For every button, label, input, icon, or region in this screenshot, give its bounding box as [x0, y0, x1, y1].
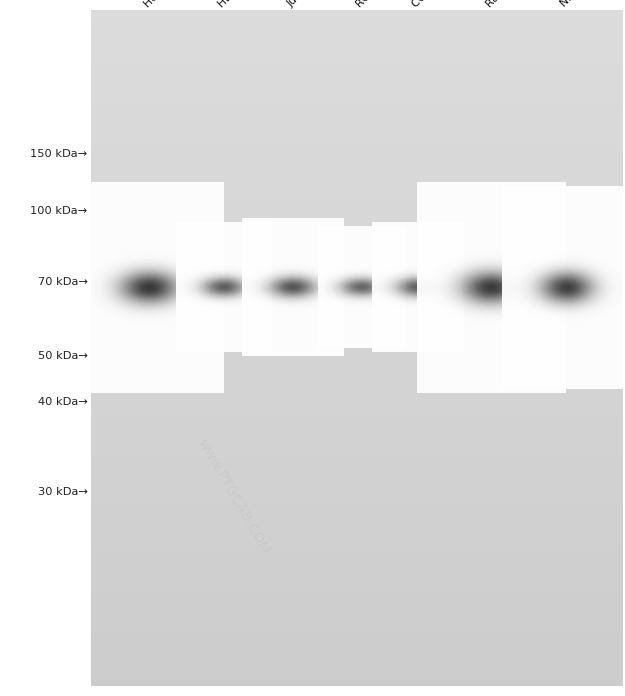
Text: 50 kDa→: 50 kDa→	[38, 351, 88, 361]
Text: 30 kDa→: 30 kDa→	[38, 487, 88, 498]
Text: NIH/3T3 cell line: NIH/3T3 cell line	[559, 0, 625, 9]
Text: Jurkat cell line: Jurkat cell line	[286, 0, 347, 9]
Text: 150 kDa→: 150 kDa→	[31, 148, 88, 159]
Text: 70 kDa→: 70 kDa→	[38, 277, 88, 287]
Text: Raw264.7 cell line: Raw264.7 cell line	[484, 0, 562, 9]
Text: 100 kDa→: 100 kDa→	[31, 206, 88, 216]
Text: HeLa cell line: HeLa cell line	[142, 0, 201, 9]
Text: www.PTGCAB.COM: www.PTGCAB.COM	[196, 436, 272, 557]
Text: C6 cell line: C6 cell line	[410, 0, 459, 9]
Text: 40 kDa→: 40 kDa→	[38, 397, 88, 407]
Text: HEK-293 cell line: HEK-293 cell line	[216, 0, 288, 9]
Text: ROS1728 cell line: ROS1728 cell line	[354, 0, 429, 9]
